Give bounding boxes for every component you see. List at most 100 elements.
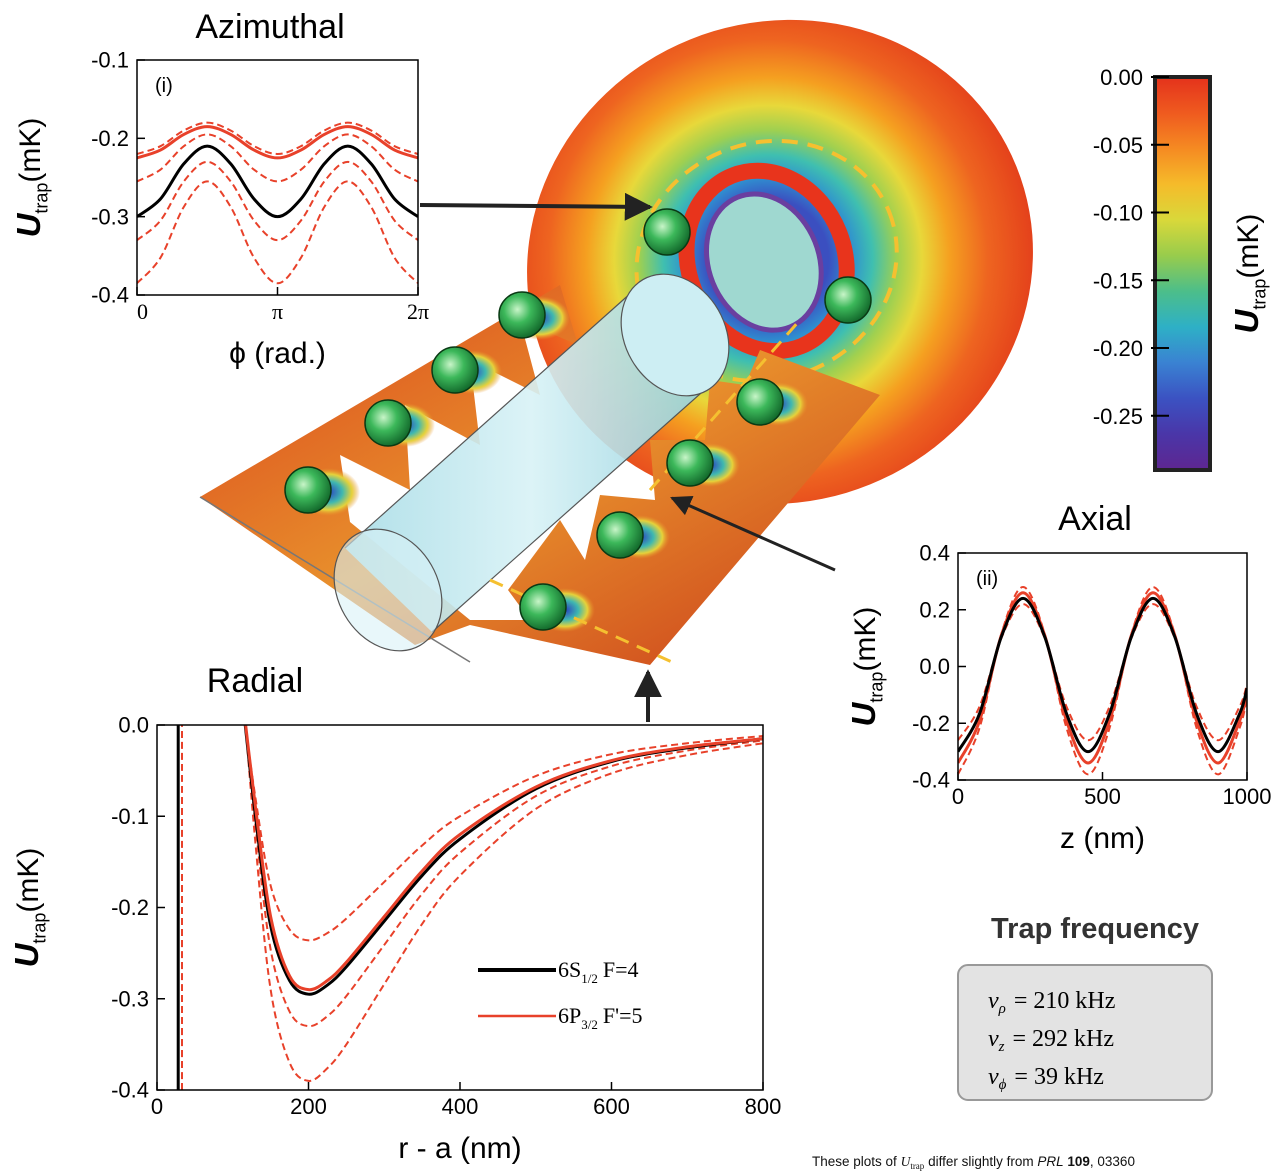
legend-tail: F=4 — [603, 957, 639, 982]
y-axis-label-symbol: U — [10, 212, 47, 237]
y-axis-label-unit: (mK) — [12, 848, 45, 913]
dashed-guide — [648, 319, 802, 491]
series-line — [244, 725, 763, 1028]
y-axis-label: Utrap(mK) — [8, 848, 50, 968]
frequency-sub: ρ — [998, 1001, 1006, 1017]
series-line — [137, 121, 418, 156]
series-line — [137, 133, 418, 183]
cylinder-edge — [431, 377, 719, 633]
frequency-value: = 292 kHz — [1013, 1026, 1115, 1052]
y-tick-label: 0.0 — [919, 654, 950, 679]
x-tick-label: 600 — [593, 1094, 630, 1119]
footnote: These plots of Utrap differ slightly fro… — [812, 1154, 1135, 1171]
y-tick-label: 0.2 — [919, 597, 950, 622]
cylinder-edge — [344, 291, 633, 549]
atom — [364, 399, 412, 447]
atom — [519, 583, 567, 631]
cylinder — [333, 273, 730, 652]
footnote-text: differ slightly from — [924, 1154, 1037, 1169]
line-chart: Radial 0 200 400 600 800 -0.4 -0.3 -0.2 -0.1 0.0 r … — [8, 662, 781, 1165]
legend-sub: 3/2 — [581, 1017, 598, 1032]
panel-label: (i) — [155, 75, 173, 97]
y-axis-label-symbol: U — [8, 942, 45, 967]
y-axis-label-symbol: U — [1228, 308, 1265, 333]
y-tick-label: -0.4 — [111, 1078, 149, 1103]
y-tick-label: -0.05 — [1093, 133, 1143, 158]
legend-label: 6S1/2 F=4 — [558, 957, 639, 986]
x-axis-label: ϕ (rad.) — [229, 337, 326, 370]
colorbar: 0.00 -0.05 -0.10 -0.15 -0.20 -0.25 Utrap(mK) — [1093, 65, 1270, 472]
legend-name: 6P — [558, 1003, 581, 1028]
y-tick-label: -0.1 — [111, 804, 149, 829]
legend-name: 6S — [558, 957, 581, 982]
plot-frame — [136, 59, 419, 296]
trap-frequency-box — [957, 964, 1213, 1101]
footnote-text: These plots of — [812, 1154, 901, 1169]
y-tick-label: -0.3 — [111, 986, 149, 1011]
y-tick-label: -0.3 — [91, 204, 129, 229]
charts: Azimuthal (i) 0 π 2π -0.4 -0.3 -0.2 -0.1 ϕ (rad.)… — [8, 8, 1271, 1165]
plot-frame — [156, 724, 764, 1091]
y-tick-label: -0.10 — [1093, 201, 1143, 226]
y-axis-label: Utrap(mK) — [845, 607, 887, 727]
series-line — [958, 591, 1247, 765]
trap-frequency-line: νϕ = 39 kHz — [988, 1064, 1104, 1093]
atoms — [284, 208, 872, 631]
atom — [643, 208, 691, 256]
plot-area — [958, 586, 1247, 776]
x-tick-label: 200 — [290, 1094, 327, 1119]
legend-tail: F'=5 — [603, 1003, 643, 1028]
frequency-symbol: ν — [988, 1026, 999, 1052]
legend-sub: 1/2 — [581, 971, 598, 986]
plot-area — [137, 121, 418, 285]
x-tick-label: 0 — [151, 1094, 163, 1119]
x-tick-label: 500 — [1084, 784, 1121, 809]
dashed-guide — [489, 578, 673, 664]
trap-frequency-line: νρ = 210 kHz — [988, 988, 1115, 1017]
y-tick-label: -0.20 — [1093, 336, 1143, 361]
series-line — [958, 596, 1247, 754]
x-tick-label: π — [272, 299, 283, 324]
series-line — [137, 125, 418, 160]
y-tick-label: -0.2 — [912, 711, 950, 736]
chart-title: Axial — [1058, 500, 1132, 538]
x-axis-label: r - a (nm) — [398, 1132, 521, 1165]
y-axis-label-sub: trap — [867, 672, 887, 703]
y-axis-label-sub: trap — [1250, 279, 1270, 310]
trap-frequency-title: Trap frequency — [991, 913, 1199, 945]
x-tick-label: 400 — [442, 1094, 479, 1119]
y-axis-label: Utrap(mK) — [10, 118, 52, 238]
frequency-sub: ϕ — [999, 1077, 1007, 1093]
y-tick-label: -0.4 — [912, 768, 950, 793]
series-line — [137, 180, 418, 285]
footnote-journal: PRL — [1037, 1154, 1063, 1169]
line-chart: Azimuthal (i) 0 π 2π -0.4 -0.3 -0.2 -0.1 ϕ (rad.)… — [10, 8, 429, 370]
cylinder-end — [333, 528, 443, 652]
y-tick-label: 0.00 — [1100, 65, 1143, 90]
footnote-text: , 03360 — [1090, 1154, 1135, 1169]
illustration — [199, 19, 1033, 722]
y-tick-label: 0.0 — [118, 713, 149, 738]
y-tick-label: -0.2 — [91, 126, 129, 151]
disk-hole — [704, 191, 824, 333]
frequency-value: = 39 kHz — [1014, 1064, 1104, 1090]
footnote-volume: 109 — [1064, 1154, 1090, 1169]
y-axis-label-unit: (mK) — [849, 607, 882, 672]
atom — [284, 466, 332, 514]
x-tick-label: 2π — [407, 299, 429, 324]
trap-frequency-line: νz = 292 kHz — [988, 1026, 1114, 1055]
y-axis-label-sub: trap — [30, 913, 50, 944]
atom — [736, 378, 784, 426]
y-axis-label: Utrap(mK) — [1228, 214, 1270, 334]
chart-title: Radial — [207, 662, 303, 700]
frequency-value: = 210 kHz — [1014, 988, 1116, 1014]
x-tick-label: 0 — [137, 299, 148, 324]
y-tick-label: -0.15 — [1093, 268, 1143, 293]
y-axis-label-unit: (mK) — [1232, 214, 1265, 279]
atom — [596, 511, 644, 559]
series-line — [137, 160, 418, 242]
colorbar-fill — [1153, 75, 1212, 472]
y-axis-label-symbol: U — [845, 701, 882, 726]
